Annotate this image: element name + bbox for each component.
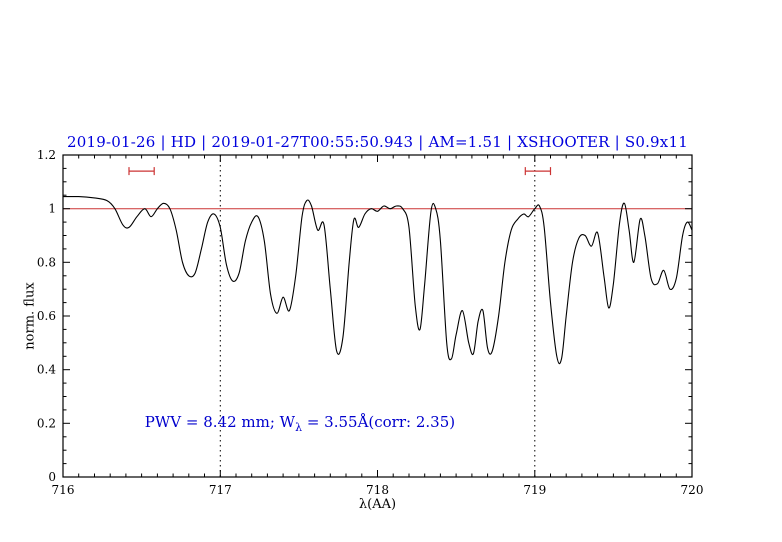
svg-text:716: 716: [52, 483, 75, 497]
svg-text:717: 717: [209, 483, 232, 497]
svg-text:718: 718: [366, 483, 389, 497]
plot-frame: [62, 154, 693, 478]
x-axis-label: λ(AA): [358, 497, 397, 512]
svg-text:720: 720: [681, 483, 704, 497]
dotted-vlines: [219, 155, 536, 477]
y-axis-label: norm. flux: [22, 282, 38, 350]
svg-text:0.6: 0.6: [37, 309, 56, 323]
svg-text:0.4: 0.4: [37, 363, 56, 377]
pwv-annotation: PWV = 8.42 mm; Wλ = 3.55Å(corr: 2.35): [145, 413, 455, 434]
svg-text:719: 719: [523, 483, 546, 497]
plot-title: 2019-01-26 | HD | 2019-01-27T00:55:50.94…: [67, 133, 688, 151]
pwv-annotation-subscript: λ: [295, 421, 303, 435]
tick-labels: 716 717 718 719 720 0 0.2 0.4 0.6 0.8 1 1.2: [37, 148, 704, 497]
svg-text:0: 0: [48, 470, 56, 484]
interval-markers: [128, 167, 552, 176]
svg-text:0.2: 0.2: [37, 416, 56, 430]
spectrum-line: [62, 195, 693, 365]
pwv-annotation-prefix: PWV = 8.42 mm; W: [144, 413, 296, 432]
svg-text:1.2: 1.2: [37, 148, 56, 162]
svg-text:1: 1: [48, 202, 56, 216]
svg-text:0.8: 0.8: [37, 255, 56, 269]
pwv-annotation-suffix: = 3.55Å(corr: 2.35): [302, 413, 456, 432]
